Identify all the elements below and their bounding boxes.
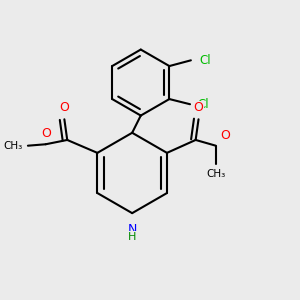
- Text: O: O: [59, 101, 69, 114]
- Text: N: N: [128, 223, 137, 236]
- Text: H: H: [128, 232, 136, 242]
- Text: O: O: [41, 127, 51, 140]
- Text: CH₃: CH₃: [206, 169, 225, 179]
- Text: CH₃: CH₃: [4, 141, 23, 151]
- Text: Cl: Cl: [199, 54, 211, 67]
- Text: O: O: [220, 129, 230, 142]
- Text: Cl: Cl: [197, 98, 209, 111]
- Text: O: O: [194, 101, 203, 114]
